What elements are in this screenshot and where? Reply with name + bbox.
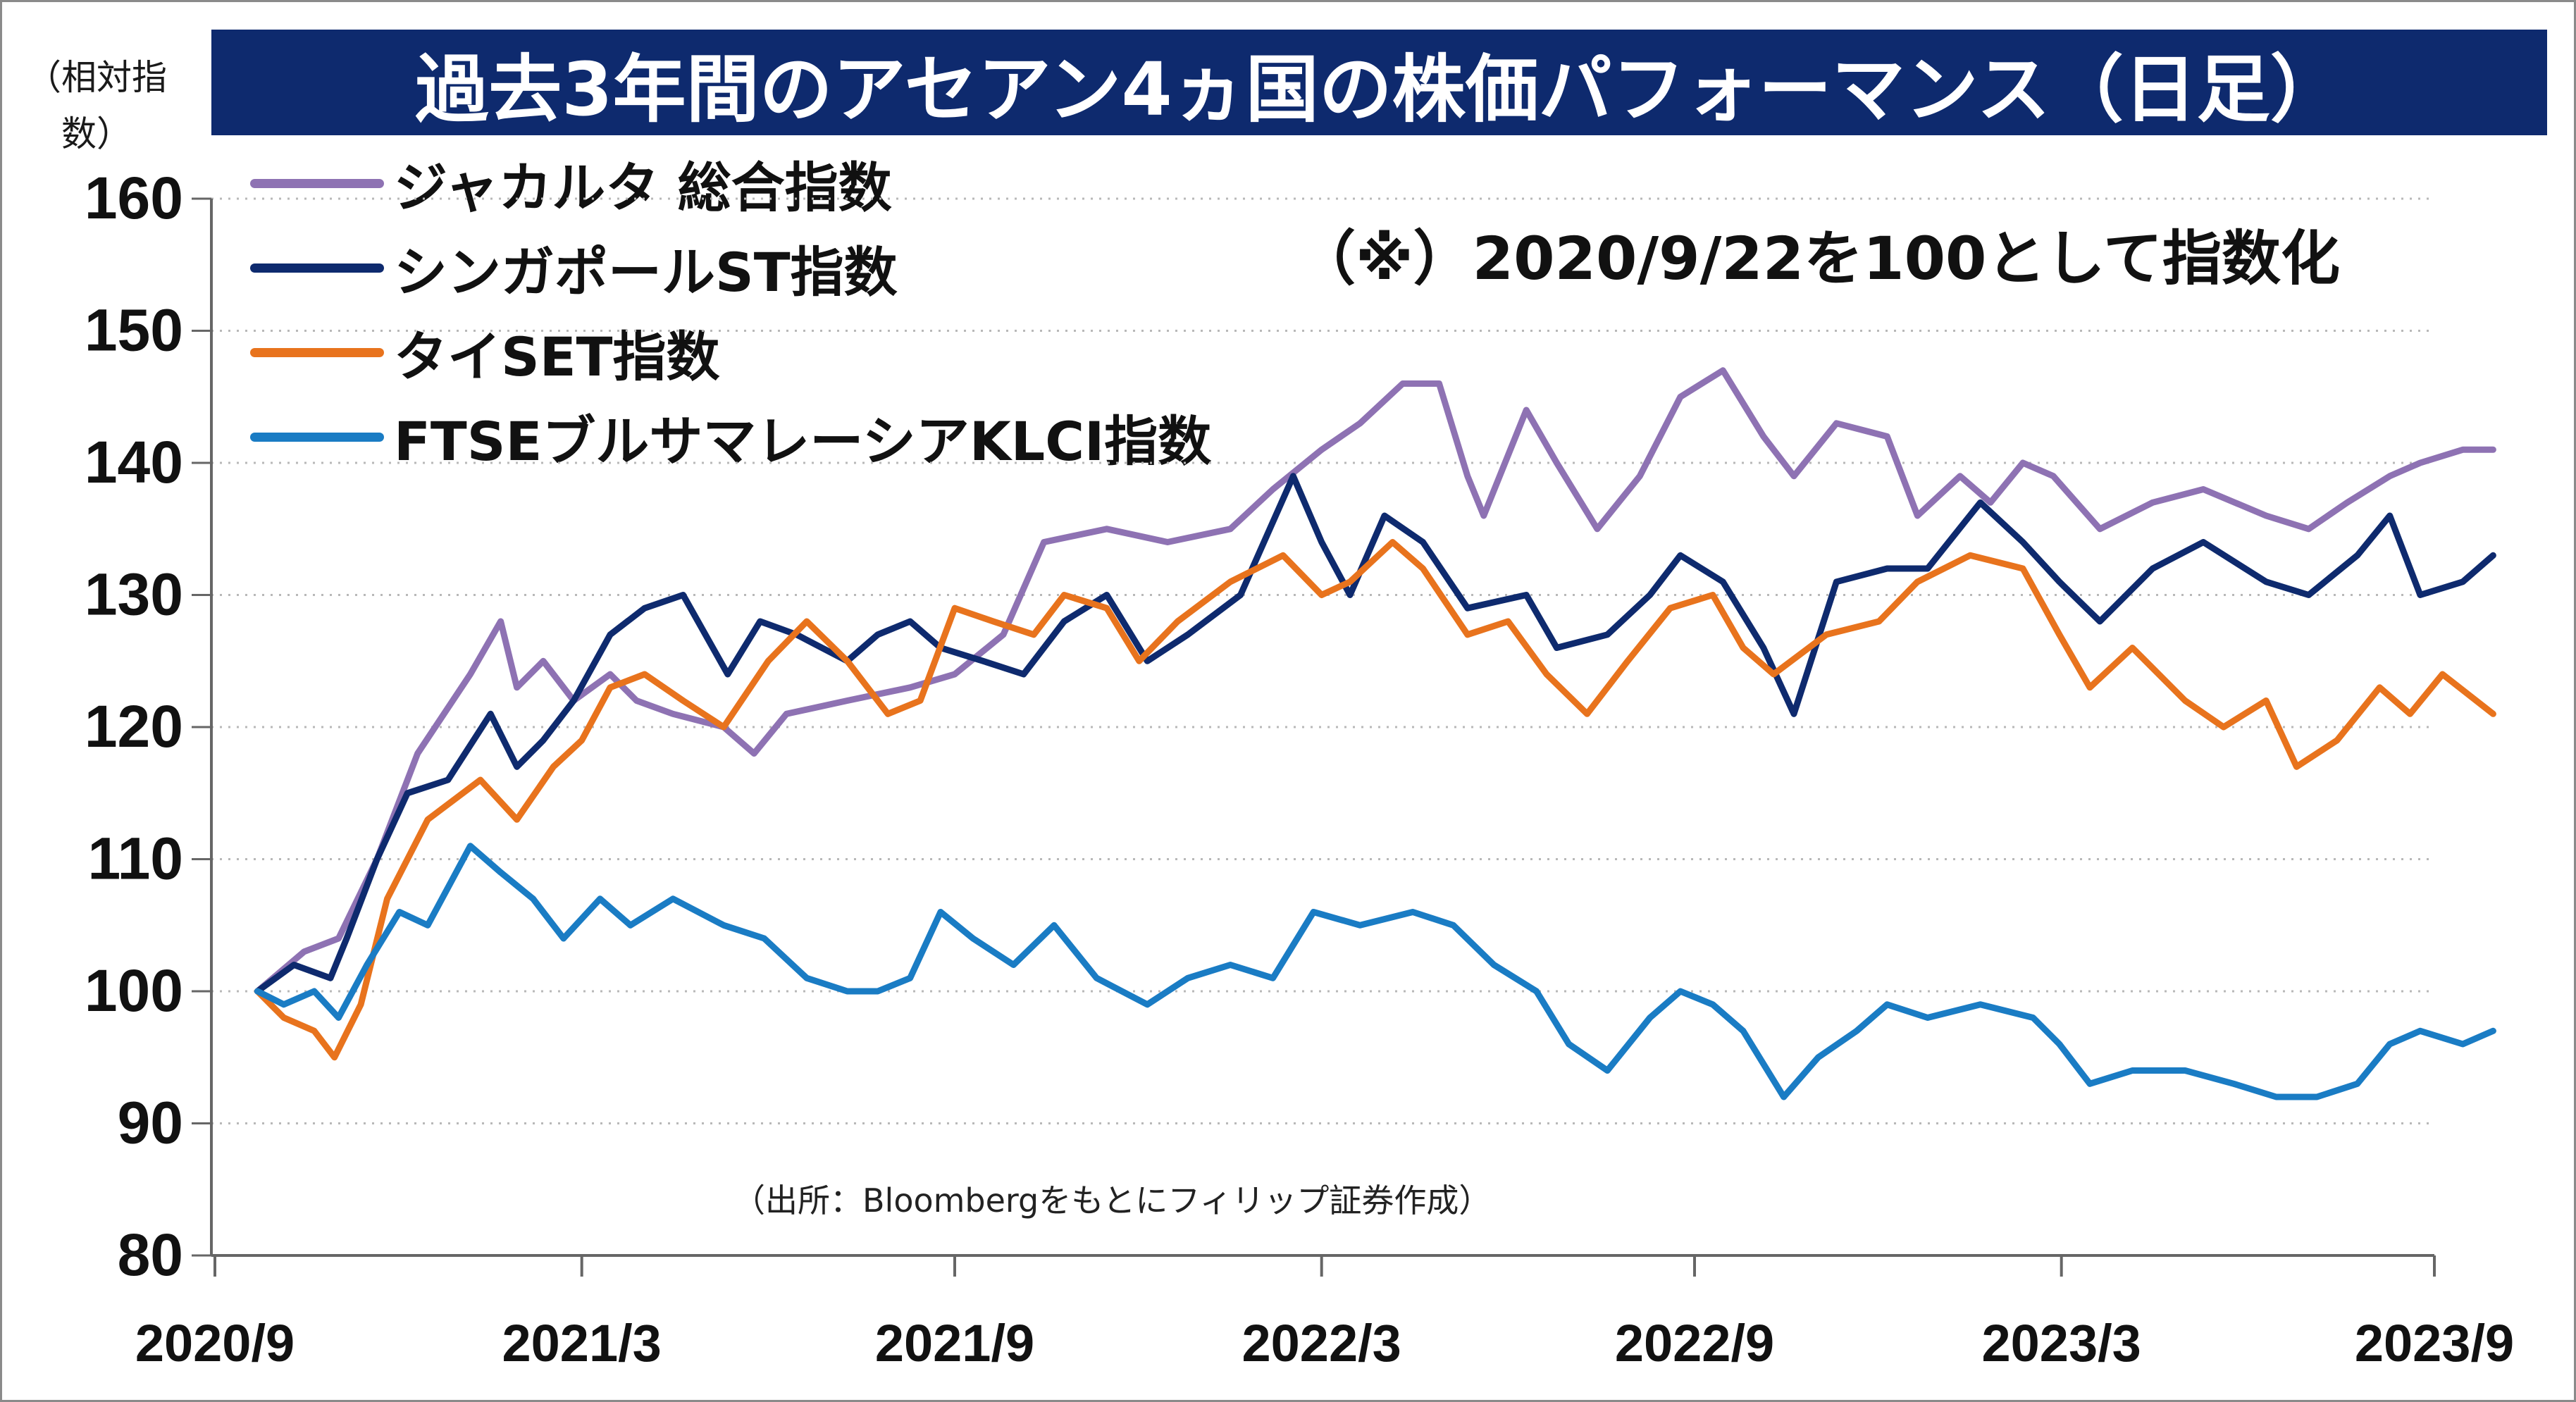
chart-source: （出所：Bloombergをもとにフィリップ証券作成）: [733, 1181, 1492, 1220]
legend-swatch-2: [250, 347, 384, 357]
xtick-label-6: 2023/9: [2355, 1314, 2514, 1372]
legend-swatch-0: [250, 178, 384, 188]
ytick-label-160: 160: [85, 165, 183, 231]
legend-label-0: ジャカルタ 総合指数: [394, 156, 892, 219]
xtick-label-0: 2020/9: [135, 1314, 295, 1372]
chart-note: （※）2020/9/22を100として指数化: [1296, 224, 2340, 293]
series-line-2: [254, 539, 2496, 1061]
xtick-label-4: 2022/9: [1615, 1314, 1774, 1372]
ytick-label-110: 110: [87, 826, 183, 892]
axes: 80 90 100 110 120 130 140 150 160 2020/9 2021/3 202…: [85, 165, 2514, 1372]
chart-title: 過去3年間のアセアン4ヵ国の株価パフォーマンス（日足）: [211, 30, 2547, 135]
xtick-label-5: 2023/3: [1982, 1314, 2141, 1372]
legend-label-2: タイSET指数: [394, 325, 720, 388]
ytick-label-150: 150: [85, 297, 183, 364]
ytick-label-100: 100: [85, 957, 183, 1024]
legend-swatch-1: [250, 263, 384, 273]
ytick-label-120: 120: [85, 693, 183, 759]
ytick-label-140: 140: [85, 429, 183, 495]
ytick-label-130: 130: [85, 562, 183, 628]
series-line-3: [254, 843, 2496, 1100]
xtick-label-1: 2021/3: [502, 1314, 662, 1372]
ytick-label-90: 90: [118, 1090, 183, 1156]
grid-lines: [211, 197, 2434, 1124]
series-line-0: [254, 367, 2496, 995]
series-line-1: [254, 473, 2496, 995]
ytick-label-80: 80: [118, 1222, 183, 1288]
legend-item-2: タイSET指数: [250, 310, 1211, 395]
y-axis-label: （相対指数）: [26, 57, 167, 154]
xtick-label-2: 2021/9: [875, 1314, 1034, 1372]
series-lines: [254, 367, 2496, 1100]
xtick-label-3: 2022/3: [1242, 1314, 1401, 1372]
legend-item-1: シンガポールST指数: [250, 225, 1211, 310]
legend-item-0: ジャカルタ 総合指数: [250, 141, 1211, 225]
legend-label-1: シンガポールST指数: [394, 241, 898, 304]
legend-swatch-3: [250, 432, 384, 442]
